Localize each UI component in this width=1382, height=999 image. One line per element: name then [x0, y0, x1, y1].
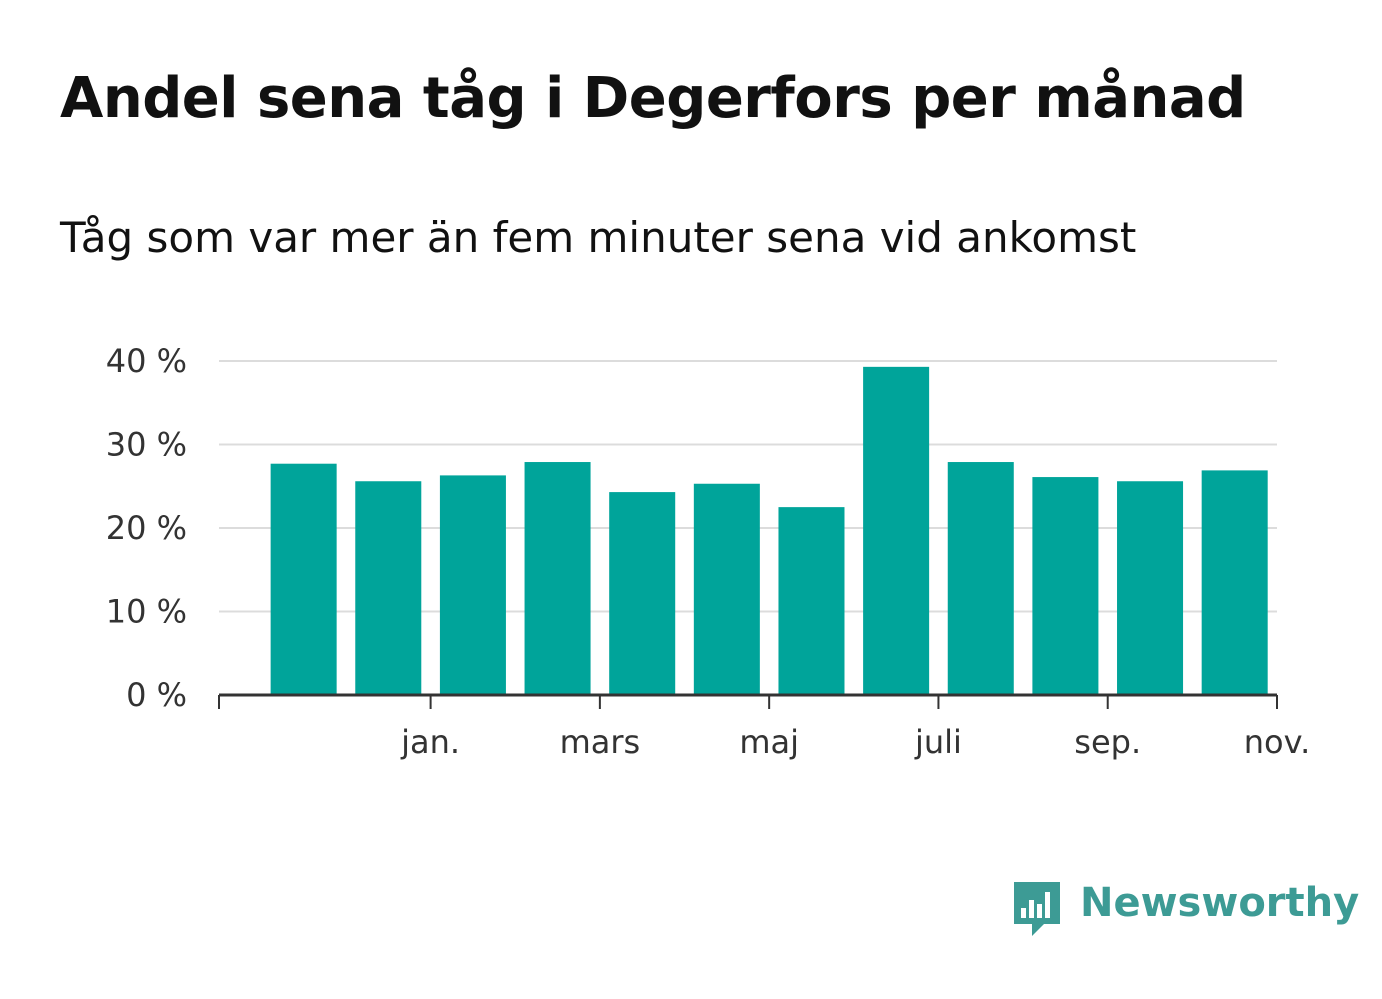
- bar-dec: [270, 463, 337, 695]
- x-tick-label: mars: [560, 723, 641, 761]
- y-tick-label: 10 %: [106, 593, 187, 631]
- bar-sep: [1032, 477, 1099, 695]
- chart-subtitle: Tåg som var mer än fem minuter sena vid …: [60, 213, 1137, 262]
- x-tick-label: nov.: [1244, 723, 1310, 761]
- chart-title: Andel sena tåg i Degerfors per månad: [60, 66, 1246, 131]
- newsworthy-logo-icon: [1014, 882, 1060, 936]
- bar-okt: [1117, 481, 1184, 695]
- x-tick-label: sep.: [1074, 723, 1141, 761]
- x-tick-label: maj: [739, 723, 799, 761]
- y-tick-label: 40 %: [106, 342, 187, 380]
- y-tick-label: 30 %: [106, 426, 187, 464]
- brand: Newsworthy: [1010, 878, 1359, 942]
- bar-juni: [778, 507, 845, 695]
- bar-jan: [355, 481, 422, 695]
- bar-feb: [439, 475, 506, 695]
- y-tick-label: 0 %: [126, 676, 187, 714]
- bar-aug: [947, 462, 1014, 695]
- x-axis: jan. mars maj juli sep. nov.: [218, 693, 1310, 761]
- y-axis: 0 % 10 % 20 % 30 % 40 %: [106, 342, 187, 714]
- bar-nov: [1201, 470, 1268, 695]
- x-tick-label: jan.: [400, 723, 460, 761]
- bar-juli: [863, 366, 930, 695]
- y-tick-label: 20 %: [106, 509, 187, 547]
- bar-maj: [693, 483, 760, 695]
- x-tick-label: juli: [914, 723, 962, 761]
- bars: [270, 366, 1268, 695]
- bar-apr: [609, 492, 676, 695]
- brand-name: Newsworthy: [1080, 880, 1360, 926]
- bar-mars: [524, 462, 591, 695]
